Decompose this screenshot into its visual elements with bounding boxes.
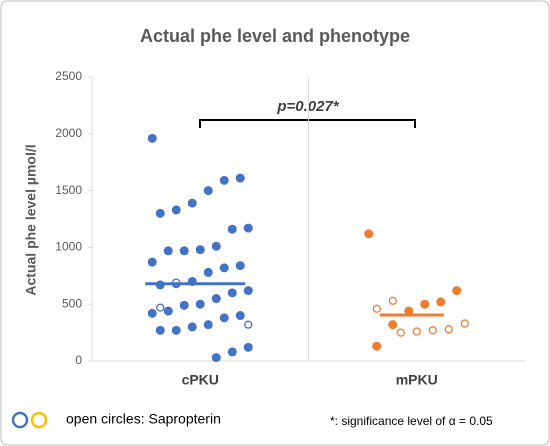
y-axis-label: Actual phe level µmol/l [23,144,39,295]
point [203,267,213,277]
point [243,342,253,352]
point [211,294,221,304]
point [147,257,157,267]
point [211,353,221,363]
x-tick-label: mPKU [396,372,438,388]
point [187,322,197,332]
open-point [372,304,381,313]
point [243,286,253,296]
point [388,320,398,330]
open-point [444,325,453,334]
point [227,288,237,298]
point [179,300,189,310]
point [452,286,462,296]
point [171,325,181,335]
y-tick-label: 500 [62,296,82,310]
y-tick-label: 0 [75,353,82,367]
open-point [156,303,165,312]
open-point [428,326,437,335]
point [147,308,157,318]
open-point [396,328,405,337]
point [147,133,157,143]
point [227,347,237,357]
chart-title: Actual phe level and phenotype [140,26,410,46]
open-point [244,320,253,329]
point [235,311,245,321]
point [219,313,229,323]
point [219,175,229,185]
point [203,186,213,196]
open-point [460,319,469,328]
footnote: *: significance level of α = 0.05 [330,414,493,428]
point [364,229,374,239]
point [203,320,213,330]
legend-swatch [30,411,48,429]
point [163,306,173,316]
y-tick-label: 2000 [55,126,82,140]
point [155,208,165,218]
open-point [412,327,421,336]
x-tick-label: cPKU [182,372,219,388]
y-tick-label: 1500 [55,183,82,197]
significance-bracket [199,119,416,128]
point [227,224,237,234]
point [155,325,165,335]
point [187,198,197,208]
point [243,223,253,233]
point [235,261,245,271]
point [171,205,181,215]
point [219,263,229,273]
point [420,299,430,309]
point [179,246,189,256]
point [404,306,414,316]
point [211,241,221,251]
open-point [388,296,397,305]
point [195,245,205,255]
point [235,173,245,183]
point [436,297,446,307]
y-tick-label: 2500 [55,69,82,83]
point [372,341,382,351]
y-tick-label: 1000 [55,240,82,254]
legend-swatch [11,411,29,429]
legend-text: open circles: Sapropterin [66,411,221,427]
point [163,246,173,256]
point [195,299,205,309]
